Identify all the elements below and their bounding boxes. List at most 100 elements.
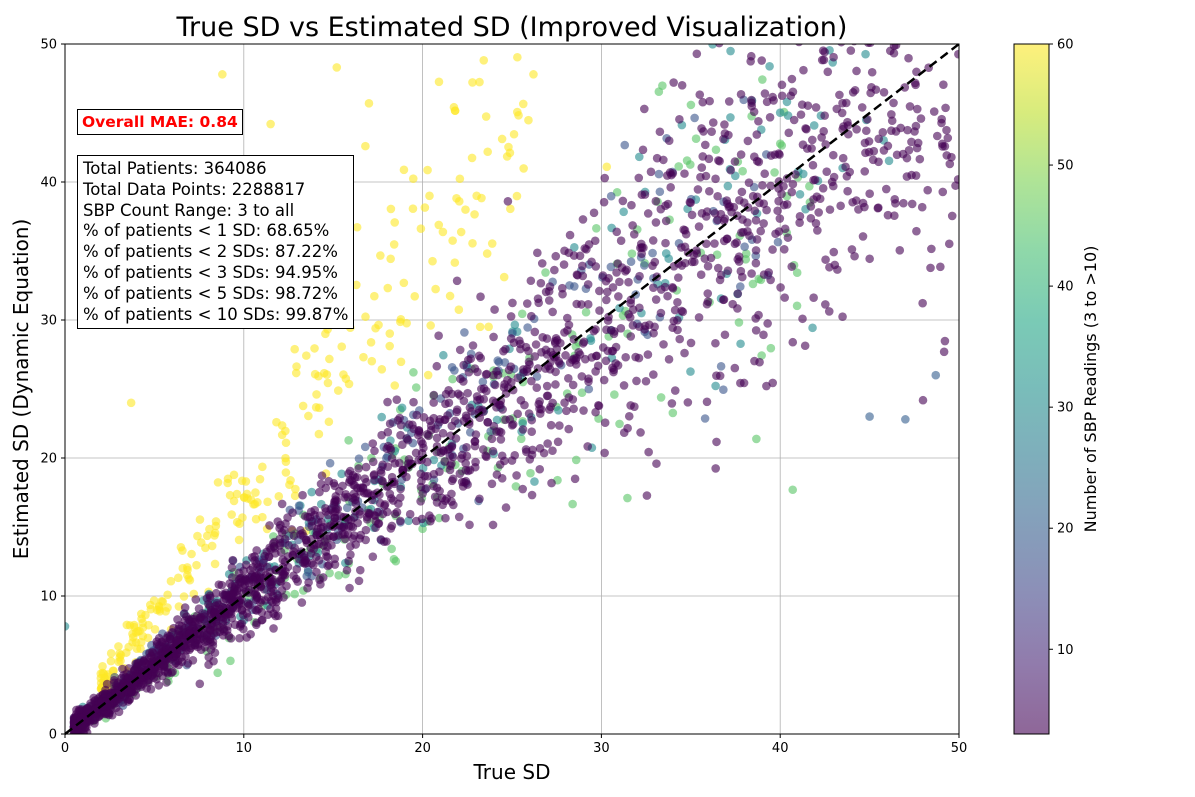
scatter-point — [737, 272, 747, 282]
scatter-point — [759, 270, 769, 279]
scatter-point — [613, 259, 623, 268]
scatter-point — [329, 478, 339, 488]
scatter-point — [377, 365, 387, 374]
scatter-point — [792, 268, 802, 277]
scatter-point — [748, 279, 758, 289]
scatter-point — [114, 707, 124, 717]
scatter-point — [136, 609, 146, 619]
scatter-point — [675, 334, 685, 344]
scatter-point — [535, 464, 545, 474]
scatter-point — [715, 44, 724, 48]
scatter-point — [665, 168, 675, 177]
scatter-point — [348, 534, 357, 543]
scatter-point — [286, 476, 295, 485]
scatter-point — [430, 492, 440, 502]
scatter-point — [586, 336, 596, 345]
scatter-point — [664, 136, 674, 145]
scatter-point — [376, 468, 386, 478]
scatter-point — [201, 543, 210, 553]
scatter-point — [808, 323, 817, 333]
scatter-point — [702, 397, 712, 407]
scatter-point — [884, 156, 894, 166]
scatter-point — [194, 604, 204, 613]
scatter-point — [251, 514, 261, 524]
scatter-point — [459, 360, 468, 370]
scatter-point — [475, 322, 485, 332]
scatter-point — [455, 174, 465, 184]
scatter-point — [792, 301, 802, 311]
scatter-point — [461, 459, 470, 468]
scatter-point — [917, 202, 927, 212]
scatter-point — [918, 395, 928, 405]
scatter-point — [534, 298, 543, 308]
scatter-point — [791, 0, 800, 3]
scatter-point — [315, 511, 325, 521]
scatter-point — [577, 372, 587, 381]
scatter-point — [824, 307, 834, 316]
scatter-point — [187, 549, 196, 559]
scatter-point — [207, 541, 217, 551]
scatter-point — [702, 299, 712, 309]
scatter-point — [656, 308, 666, 318]
scatter-point — [463, 466, 473, 476]
scatter-point — [850, 34, 859, 43]
scatter-point — [229, 591, 238, 601]
scatter-point — [881, 184, 891, 194]
scatter-point — [568, 499, 577, 509]
scatter-point — [252, 592, 262, 601]
scatter-point — [895, 246, 905, 255]
scatter-point — [370, 446, 379, 456]
scatter-point — [273, 517, 283, 526]
scatter-point — [733, 289, 743, 298]
scatter-point — [775, 108, 785, 117]
scatter-point — [655, 127, 665, 137]
scatter-point — [470, 210, 479, 219]
scatter-point — [795, 44, 803, 47]
stats-line: Total Patients: 364086 — [83, 159, 267, 178]
scatter-point — [452, 407, 462, 417]
scatter-point — [940, 336, 950, 346]
scatter-point — [342, 565, 352, 575]
scatter-point — [287, 525, 297, 534]
scatter-point — [695, 90, 705, 99]
scatter-point — [441, 399, 450, 409]
scatter-point — [766, 181, 776, 191]
scatter-point — [489, 332, 498, 342]
scatter-point — [854, 11, 863, 20]
scatter-point — [314, 556, 324, 565]
scatter-point — [835, 90, 844, 100]
scatter-point — [551, 251, 561, 261]
scatter-point — [503, 196, 513, 206]
scatter-point — [463, 480, 472, 489]
scatter-point — [756, 226, 766, 236]
scatter-point — [312, 567, 321, 577]
scatter-point — [890, 211, 899, 221]
scatter-point — [868, 155, 878, 165]
scatter-point — [472, 191, 481, 201]
scatter-point — [864, 137, 874, 146]
scatter-point — [441, 496, 450, 505]
scatter-point — [754, 116, 763, 126]
scatter-point — [292, 564, 302, 574]
scatter-point — [636, 428, 645, 437]
scatter-point — [697, 208, 707, 218]
scatter-point — [392, 395, 402, 404]
scatter-point — [784, 128, 794, 138]
scatter-point — [355, 510, 365, 519]
scatter-point — [296, 525, 305, 535]
colorbar-tick-label: 30 — [1057, 401, 1074, 416]
scatter-point — [495, 460, 505, 469]
scatter-point — [852, 125, 861, 134]
scatter-point — [789, 115, 799, 125]
scatter-point — [726, 46, 735, 56]
scatter-point — [763, 319, 772, 328]
scatter-point — [713, 263, 723, 273]
scatter-point — [719, 236, 729, 246]
scatter-point — [581, 307, 591, 317]
scatter-point — [456, 374, 465, 384]
scatter-point — [918, 32, 927, 41]
scatter-point — [677, 243, 686, 252]
scatter-point — [276, 577, 286, 587]
scatter-point — [324, 417, 334, 427]
scatter-point — [714, 156, 723, 165]
